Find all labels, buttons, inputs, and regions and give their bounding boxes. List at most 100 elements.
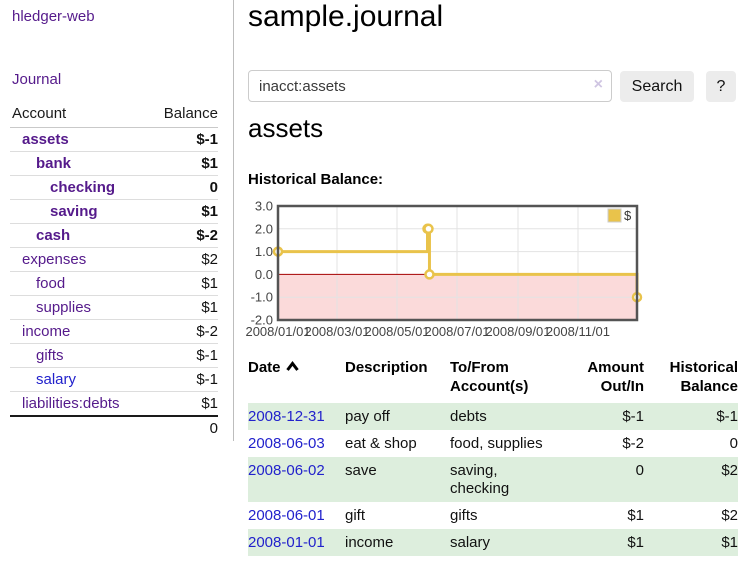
transaction-row: 2008-06-02 save saving, checking 0 $2 [248,457,738,502]
account-name-cell: food [10,271,148,296]
date-link[interactable]: 2008-06-03 [248,435,325,452]
sidebar-account-supplies[interactable]: supplies [36,299,92,316]
accounts-header-account: Account [10,102,148,128]
search-box: × [248,70,612,102]
balance-cell: 0 [729,435,738,452]
sidebar-account-saving[interactable]: saving [50,203,98,220]
amount-cell: 0 [635,462,644,479]
sidebar-account-income[interactable]: income [22,323,71,340]
sidebar-account-bank[interactable]: bank [36,155,72,172]
date-link[interactable]: 2008-06-02 [248,462,325,479]
sidebar-account-checking[interactable]: checking [50,179,116,196]
svg-text:-2.0: -2.0 [251,313,273,328]
account-row: expenses $2 [10,247,218,272]
svg-text:2008/09/01: 2008/09/01 [485,324,550,339]
account-balance: $-1 [147,127,218,152]
amount-cell: $1 [627,534,644,551]
accounts-total-row: 0 [10,415,218,440]
description-cell: pay off [345,408,390,425]
brand-link[interactable]: hledger-web [12,8,95,25]
balance-cell: $1 [721,534,738,551]
svg-text:1.0: 1.0 [255,244,273,259]
sidebar-account-salary[interactable]: salary [36,371,77,388]
accounts-cell: debts [450,408,487,425]
account-name-cell: supplies [10,295,148,320]
account-row: cash $-2 [10,223,218,248]
account-row: saving $1 [10,199,218,224]
account-balance: $-1 [147,367,218,392]
account-name-cell: liabilities:debts [10,391,148,417]
col-date[interactable]: Date [248,358,345,403]
description-cell: eat & shop [345,435,417,452]
search-input[interactable] [248,70,612,102]
sidebar: hledger-web Journal Account Balance asse… [0,0,234,441]
sidebar-account-food[interactable]: food [36,275,66,292]
date-cell: 2008-01-01 [248,529,345,556]
help-button[interactable]: ? [706,71,736,102]
amount-cell: $-2 [622,435,644,452]
account-balance: $1 [147,151,218,176]
register-table: Date Description To/From Account(s) Amou… [248,358,738,556]
account-row: checking 0 [10,175,218,200]
date-link[interactable]: 2008-12-31 [248,408,325,425]
balance-chart-svg: $3.0 2.0 1.0 0.0 -1.0 -2.02008/01/012008/03/0… [245,199,643,339]
svg-text:3.0: 3.0 [255,199,273,214]
col-balance: Historical Balance [669,359,738,395]
date-cell: 2008-06-03 [248,430,345,457]
register-header-row: Date Description To/From Account(s) Amou… [248,358,738,403]
account-heading: assets [248,113,324,143]
date-cell: 2008-06-01 [248,502,345,529]
accounts-table: Account Balance assets $-1 bank $1 checking 0… [10,102,218,440]
sidebar-account-liabilities-debts[interactable]: liabilities:debts [22,395,120,412]
account-balance: $1 [147,391,218,417]
sidebar-item-journal[interactable]: Journal [12,71,62,88]
account-row: income $-2 [10,319,218,344]
account-row: assets $-1 [10,127,218,152]
description-cell: income [345,534,394,551]
accounts-cell: food, supplies [450,435,543,452]
sidebar-account-expenses[interactable]: expenses [22,251,87,268]
account-balance: $-2 [147,319,218,344]
account-name-cell: checking [10,175,148,200]
accounts-cell: salary [450,534,491,551]
account-balance: $1 [147,199,218,224]
date-cell: 2008-06-02 [248,457,345,502]
account-row: food $1 [10,271,218,296]
date-link[interactable]: 2008-01-01 [248,534,325,551]
account-name-cell: expenses [10,247,148,272]
account-balance: $-2 [147,223,218,248]
col-accounts: To/From Account(s) [450,359,529,395]
sidebar-account-cash[interactable]: cash [36,227,71,244]
account-row: supplies $1 [10,295,218,320]
col-description: Description [345,359,428,376]
account-row: gifts $-1 [10,343,218,368]
balance-cell: $-1 [716,408,738,425]
date-link[interactable]: 2008-06-01 [248,507,325,524]
account-name-cell: cash [10,223,148,248]
search-button[interactable]: Search [620,71,694,102]
accounts-cell: gifts [450,507,478,524]
description-cell: gift [345,507,366,524]
main-content: sample.journal × Search ? assets Histori… [245,0,742,582]
accounts-cell: saving, checking [450,462,510,497]
account-balance: $-1 [147,343,218,368]
account-name-cell: income [10,319,148,344]
accounts-header-balance: Balance [147,102,218,128]
svg-text:$: $ [624,208,632,223]
sort-ascending-icon [285,361,299,371]
chart-title: Historical Balance: [248,171,384,188]
account-name-cell: salary [10,367,148,392]
search-form: × Search ? [248,70,742,103]
account-balance: $1 [147,295,218,320]
svg-text:2008/11/01: 2008/11/01 [546,324,610,339]
balance-chart[interactable]: $3.0 2.0 1.0 0.0 -1.0 -2.0 2008/01/01 2008/03/0… [245,198,742,348]
sidebar-account-gifts[interactable]: gifts [36,347,64,364]
svg-text:0.0: 0.0 [255,267,273,282]
amount-cell: $1 [627,507,644,524]
clear-search-icon[interactable]: × [593,76,603,93]
svg-text:2008/07/01: 2008/07/01 [424,324,489,339]
transaction-row: 2008-01-01 income salary $1 $1 [248,529,738,556]
sidebar-account-assets[interactable]: assets [22,131,69,148]
transaction-row: 2008-06-03 eat & shop food, supplies $-2 0 [248,430,738,457]
account-balance: 0 [147,175,218,200]
